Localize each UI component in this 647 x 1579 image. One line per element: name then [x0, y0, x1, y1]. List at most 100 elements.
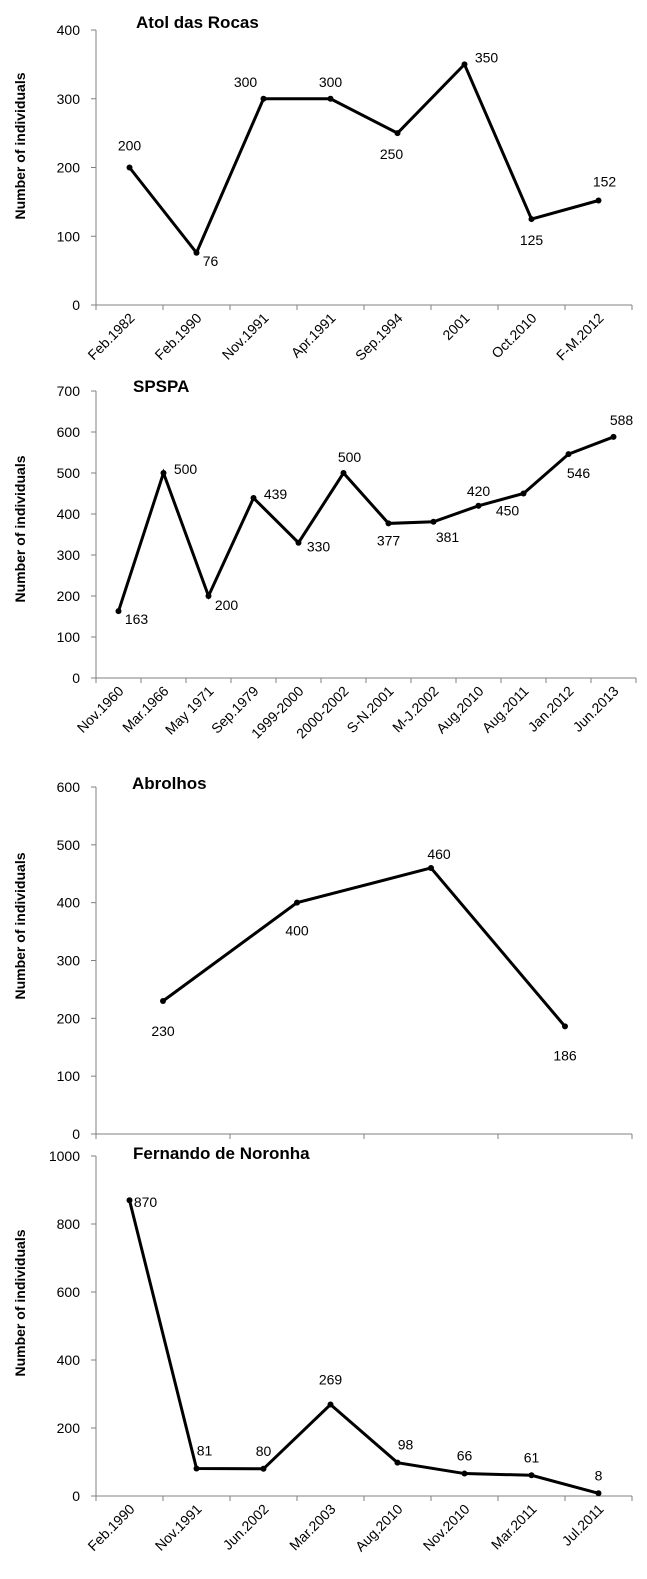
y-tick-label: 800 [57, 1216, 81, 1232]
data-label: 200 [215, 597, 239, 613]
data-point [461, 1470, 468, 1477]
y-tick-label: 1000 [49, 1148, 80, 1164]
data-label: 460 [427, 846, 451, 862]
chart-panel-fernando-de-noronha: 0 200 400 600 800 1000 Feb.1990 Nov.1991 Jun.200… [0, 1140, 647, 1579]
x-tick-label: S-N.2001 [343, 683, 396, 736]
data-point [385, 520, 392, 527]
y-axis-label: Number of individuals [12, 455, 28, 603]
data-point [394, 130, 401, 137]
data-point [193, 1465, 200, 1472]
y-tick-label: 0 [72, 1126, 80, 1140]
data-point [160, 997, 166, 1004]
data-label: 152 [593, 174, 617, 190]
data-point [250, 495, 257, 502]
y-axis-label: Number of individuals [12, 852, 28, 1000]
data-label: 125 [520, 232, 544, 248]
x-tick-label: Nov.2010 [420, 1501, 473, 1554]
data-point [193, 249, 200, 256]
data-label: 400 [285, 923, 309, 939]
y-tick-label: 400 [57, 22, 81, 38]
y-axis-label: Number of individuals [12, 1229, 28, 1377]
data-label: 330 [307, 539, 331, 555]
y-tick-label: 500 [57, 465, 81, 481]
series-line [162, 866, 567, 1028]
data-point [428, 864, 434, 871]
data-label: 870 [134, 1194, 158, 1210]
x-tick-label: 2001 [439, 310, 472, 343]
y-tick-label: 600 [57, 1284, 81, 1300]
y-tick-label: 200 [57, 160, 81, 176]
chart-title: Fernando de Noronha [133, 1144, 310, 1163]
data-label: 250 [380, 146, 404, 162]
y-tick-label: 400 [57, 506, 81, 522]
x-tick-label: Feb.1982 [84, 310, 137, 363]
y-tick-label: 0 [72, 1488, 80, 1504]
data-label: 81 [197, 1442, 213, 1458]
y-tick-label: 200 [57, 1420, 81, 1436]
y-tick-label: 400 [57, 895, 81, 911]
data-label: 500 [338, 449, 362, 465]
data-label: 76 [203, 253, 219, 269]
data-point [430, 518, 437, 525]
data-label: 350 [475, 49, 499, 65]
y-tick-label: 700 [57, 383, 81, 399]
y-tick-label: 100 [57, 228, 81, 244]
chart-svg: 01002003004005006001969Jul.1994Feb.2011A… [57, 779, 633, 1140]
y-tick-label: 500 [57, 837, 81, 853]
x-tick-label: Apr.1991 [288, 310, 339, 361]
chart-title: Atol das Rocas [136, 13, 259, 32]
y-tick-label: 0 [72, 670, 80, 686]
chart-svg: 0 100 200 300 400 Feb.1982 Feb.1990 Nov.1991 Apr… [57, 22, 633, 364]
x-tick-label: Aug.2011 [479, 683, 532, 736]
data-label: 439 [264, 486, 288, 502]
chart-title: Abrolhos [132, 774, 207, 793]
data-point [327, 1401, 334, 1408]
chart-svg: 0 200 400 600 800 1000 Feb.1990 Nov.1991 Jun.200… [49, 1148, 633, 1555]
y-tick-label: 600 [57, 424, 81, 440]
y-tick-label: 100 [57, 1068, 81, 1084]
y-tick-label: 200 [57, 588, 81, 604]
data-point [160, 470, 167, 476]
data-label: 381 [436, 529, 460, 545]
x-tick-label: Sep.1994 [352, 310, 406, 364]
x-tick-label: Mar.2003 [286, 1501, 339, 1554]
chart-panel-spspa: 0 100 200 300 400 500 600 700 Nov.1960 Mar.1966 Ma… [0, 375, 647, 770]
data-point [475, 502, 482, 509]
data-point [295, 539, 302, 546]
y-tick-label: 300 [57, 547, 81, 563]
data-label: 420 [467, 483, 491, 499]
data-point [260, 95, 267, 102]
data-label: 269 [319, 1372, 343, 1388]
y-axis-label: Number of individuals [12, 72, 28, 220]
data-point [595, 197, 602, 204]
x-tick-label: Nov.1960 [74, 683, 127, 736]
x-tick-label: Mar.2011 [488, 1501, 540, 1553]
data-label: 588 [610, 412, 634, 428]
y-tick-label: 600 [57, 779, 81, 795]
x-tick-label: Aug.2010 [352, 1501, 406, 1555]
data-label: 377 [377, 532, 401, 548]
data-label: 186 [553, 1047, 577, 1063]
data-point [260, 1465, 267, 1472]
chart-panel-abrolhos: 01002003004005006001969Jul.1994Feb.2011A… [0, 770, 647, 1140]
x-tick-label: Aug.2010 [433, 683, 487, 737]
data-point [528, 216, 535, 223]
data-point [562, 1023, 568, 1030]
y-tick-label: 100 [57, 629, 81, 645]
data-label: 500 [174, 461, 198, 477]
data-label: 200 [118, 138, 142, 154]
chart-panel-atol-das-rocas: 0 100 200 300 400 Feb.1982 Feb.1990 Nov.1991 Apr… [0, 0, 647, 375]
data-label: 163 [125, 611, 149, 627]
data-label: 98 [398, 1437, 414, 1453]
y-tick-label: 400 [57, 1352, 81, 1368]
y-tick-label: 300 [57, 91, 81, 107]
data-point [565, 451, 572, 458]
data-label: 230 [151, 1023, 175, 1039]
data-point [294, 899, 300, 906]
x-tick-label: Feb.1990 [151, 310, 204, 363]
data-point [126, 1197, 133, 1204]
data-label: 80 [256, 1443, 272, 1459]
x-tick-label: F-M.2012 [553, 310, 607, 364]
y-tick-label: 0 [72, 297, 80, 313]
data-label: 61 [524, 1449, 540, 1465]
